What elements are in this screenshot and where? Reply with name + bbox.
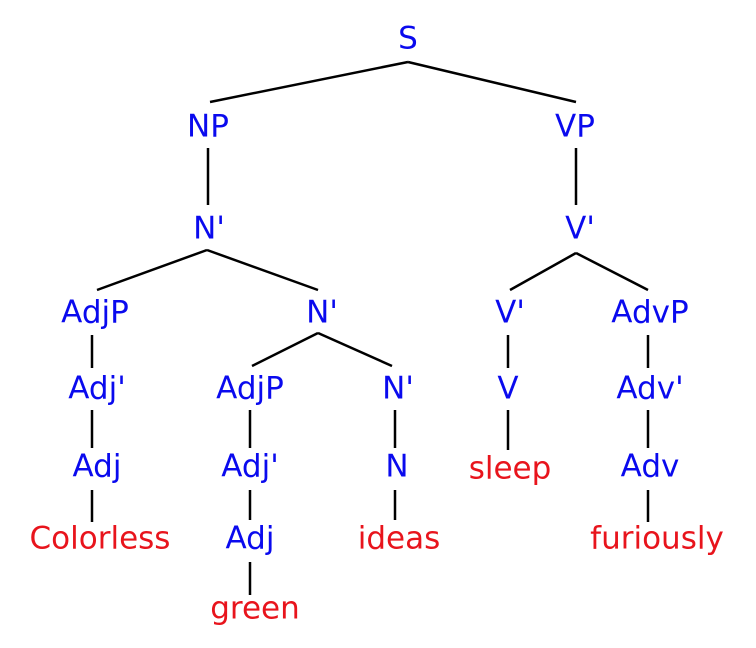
node-label: Adj' [68,371,125,407]
node-label: Adj' [221,449,278,485]
word-label: ideas [358,521,441,557]
word-label: Colorless [30,521,171,557]
nodes: S NP VP N' V' AdjP N' V' AdvP Adj' AdjP … [30,21,724,627]
node-label: AdvP [611,295,688,331]
node-label: V' [565,211,595,247]
node-label: Adj [226,521,275,557]
node-label: N' [306,295,338,331]
word-label: sleep [469,451,552,487]
edges [90,60,650,595]
edge [509,251,577,292]
node-label: N' [382,371,414,407]
node-label: VP [555,109,595,145]
edge [407,60,577,104]
edge [209,60,409,104]
node-label: N [385,449,408,485]
edge [206,248,319,292]
node-label: V' [495,295,525,331]
word-label: furiously [590,521,724,557]
node-label: Adv [621,449,680,485]
node-label: Adj [73,449,122,485]
node-label: N' [193,211,225,247]
node-label: AdjP [216,371,284,407]
edge [317,331,393,368]
node-label: NP [187,109,229,145]
edge [575,251,649,292]
node-label: V [497,371,518,407]
node-label: S [398,21,418,57]
edge [96,248,208,292]
node-label: AdjP [61,295,129,331]
word-label: green [210,591,300,627]
edge [251,331,319,368]
node-label: Adv' [616,371,683,407]
